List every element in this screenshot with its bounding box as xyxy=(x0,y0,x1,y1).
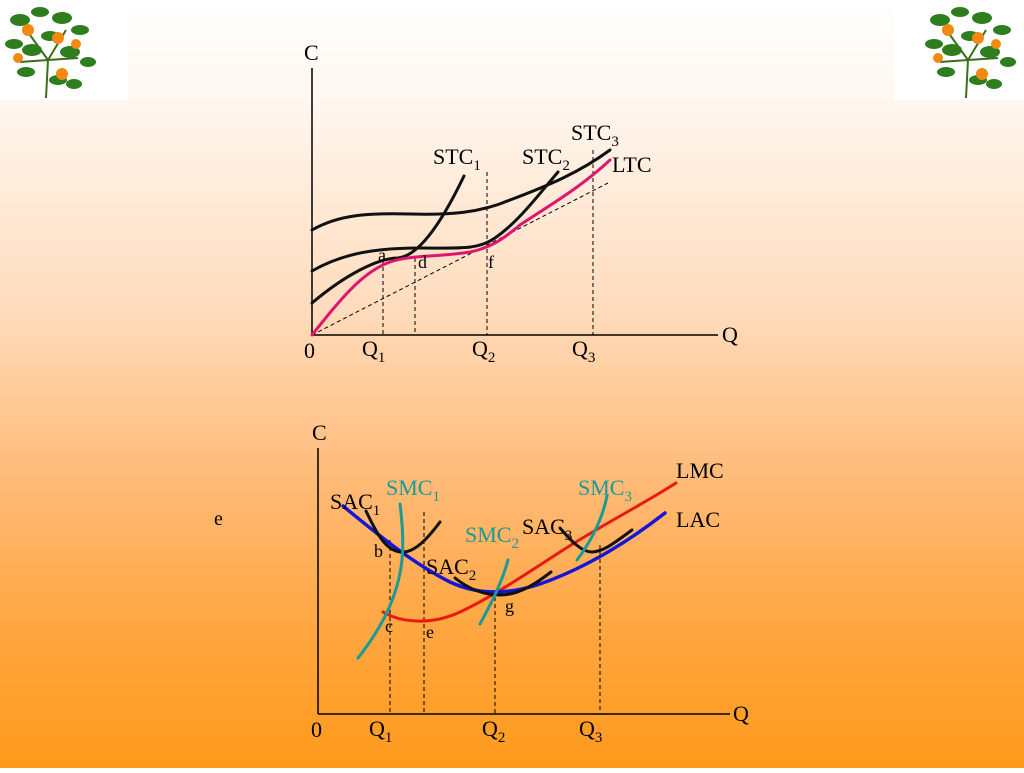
bottom-tick-q1: Q1 xyxy=(369,716,392,746)
bottom-point-b: b xyxy=(374,541,383,561)
top-tick-q2: Q2 xyxy=(472,336,495,366)
top-origin-label: 0 xyxy=(304,338,315,363)
lac-label: LAC xyxy=(676,507,720,532)
smc2-label: SMC2 xyxy=(465,522,519,552)
side-note-e: e xyxy=(214,508,223,530)
lmc-label: LMC xyxy=(676,458,724,483)
top-tick-q3: Q3 xyxy=(572,336,595,366)
top-tick-q1: Q1 xyxy=(362,336,385,366)
bottom-origin-label: 0 xyxy=(311,717,322,742)
orange-tree-icon-left xyxy=(0,0,128,100)
stc1-label: STC1 xyxy=(433,144,481,174)
ltc-label: LTC xyxy=(612,152,652,177)
bottom-x-axis-label: Q xyxy=(733,701,749,726)
sac1-curve xyxy=(364,509,442,554)
sac3-curve xyxy=(558,526,634,554)
sac2-curve xyxy=(453,570,553,597)
bottom-point-c: c xyxy=(385,616,393,636)
smc1-curve xyxy=(356,502,405,660)
top-point-a: a xyxy=(378,245,386,265)
ltc-curve xyxy=(310,158,612,337)
sac2-label: SAC2 xyxy=(426,554,476,584)
bottom-tick-q3: Q3 xyxy=(579,716,602,746)
bottom-diagram: C Q 0 Q1 Q2 Q3 SAC1 SAC2 SAC3 SMC1 SMC2 … xyxy=(311,420,749,746)
bottom-point-e: e xyxy=(426,622,434,642)
top-point-d: d xyxy=(418,252,427,272)
smc3-curve xyxy=(575,494,609,562)
orange-tree-icon-right xyxy=(894,0,1024,100)
bottom-y-axis-label: C xyxy=(312,420,327,445)
top-ray-from-origin xyxy=(311,182,609,336)
smc3-label: SMC3 xyxy=(578,475,632,505)
stc1-curve xyxy=(310,174,466,305)
top-y-axis-label: C xyxy=(304,40,319,65)
lac-curve xyxy=(341,504,667,594)
lmc-curve xyxy=(381,481,678,623)
smc2-curve xyxy=(478,558,510,626)
smc1-label: SMC1 xyxy=(386,475,440,505)
stc2-curve xyxy=(310,170,560,273)
top-point-f: f xyxy=(488,252,494,272)
sac3-label: SAC3 xyxy=(522,514,572,544)
bottom-tick-q2: Q2 xyxy=(482,716,505,746)
stc2-label: STC2 xyxy=(522,144,570,174)
sac1-label: SAC1 xyxy=(330,489,380,519)
top-x-axis-label: Q xyxy=(722,322,738,347)
stc3-curve xyxy=(310,148,612,232)
top-diagram: C Q 0 Q1 Q2 Q3 STC1 STC2 STC3 LTC a d f xyxy=(304,40,738,366)
bottom-point-g: g xyxy=(505,596,514,616)
stc3-label: STC3 xyxy=(571,120,619,150)
